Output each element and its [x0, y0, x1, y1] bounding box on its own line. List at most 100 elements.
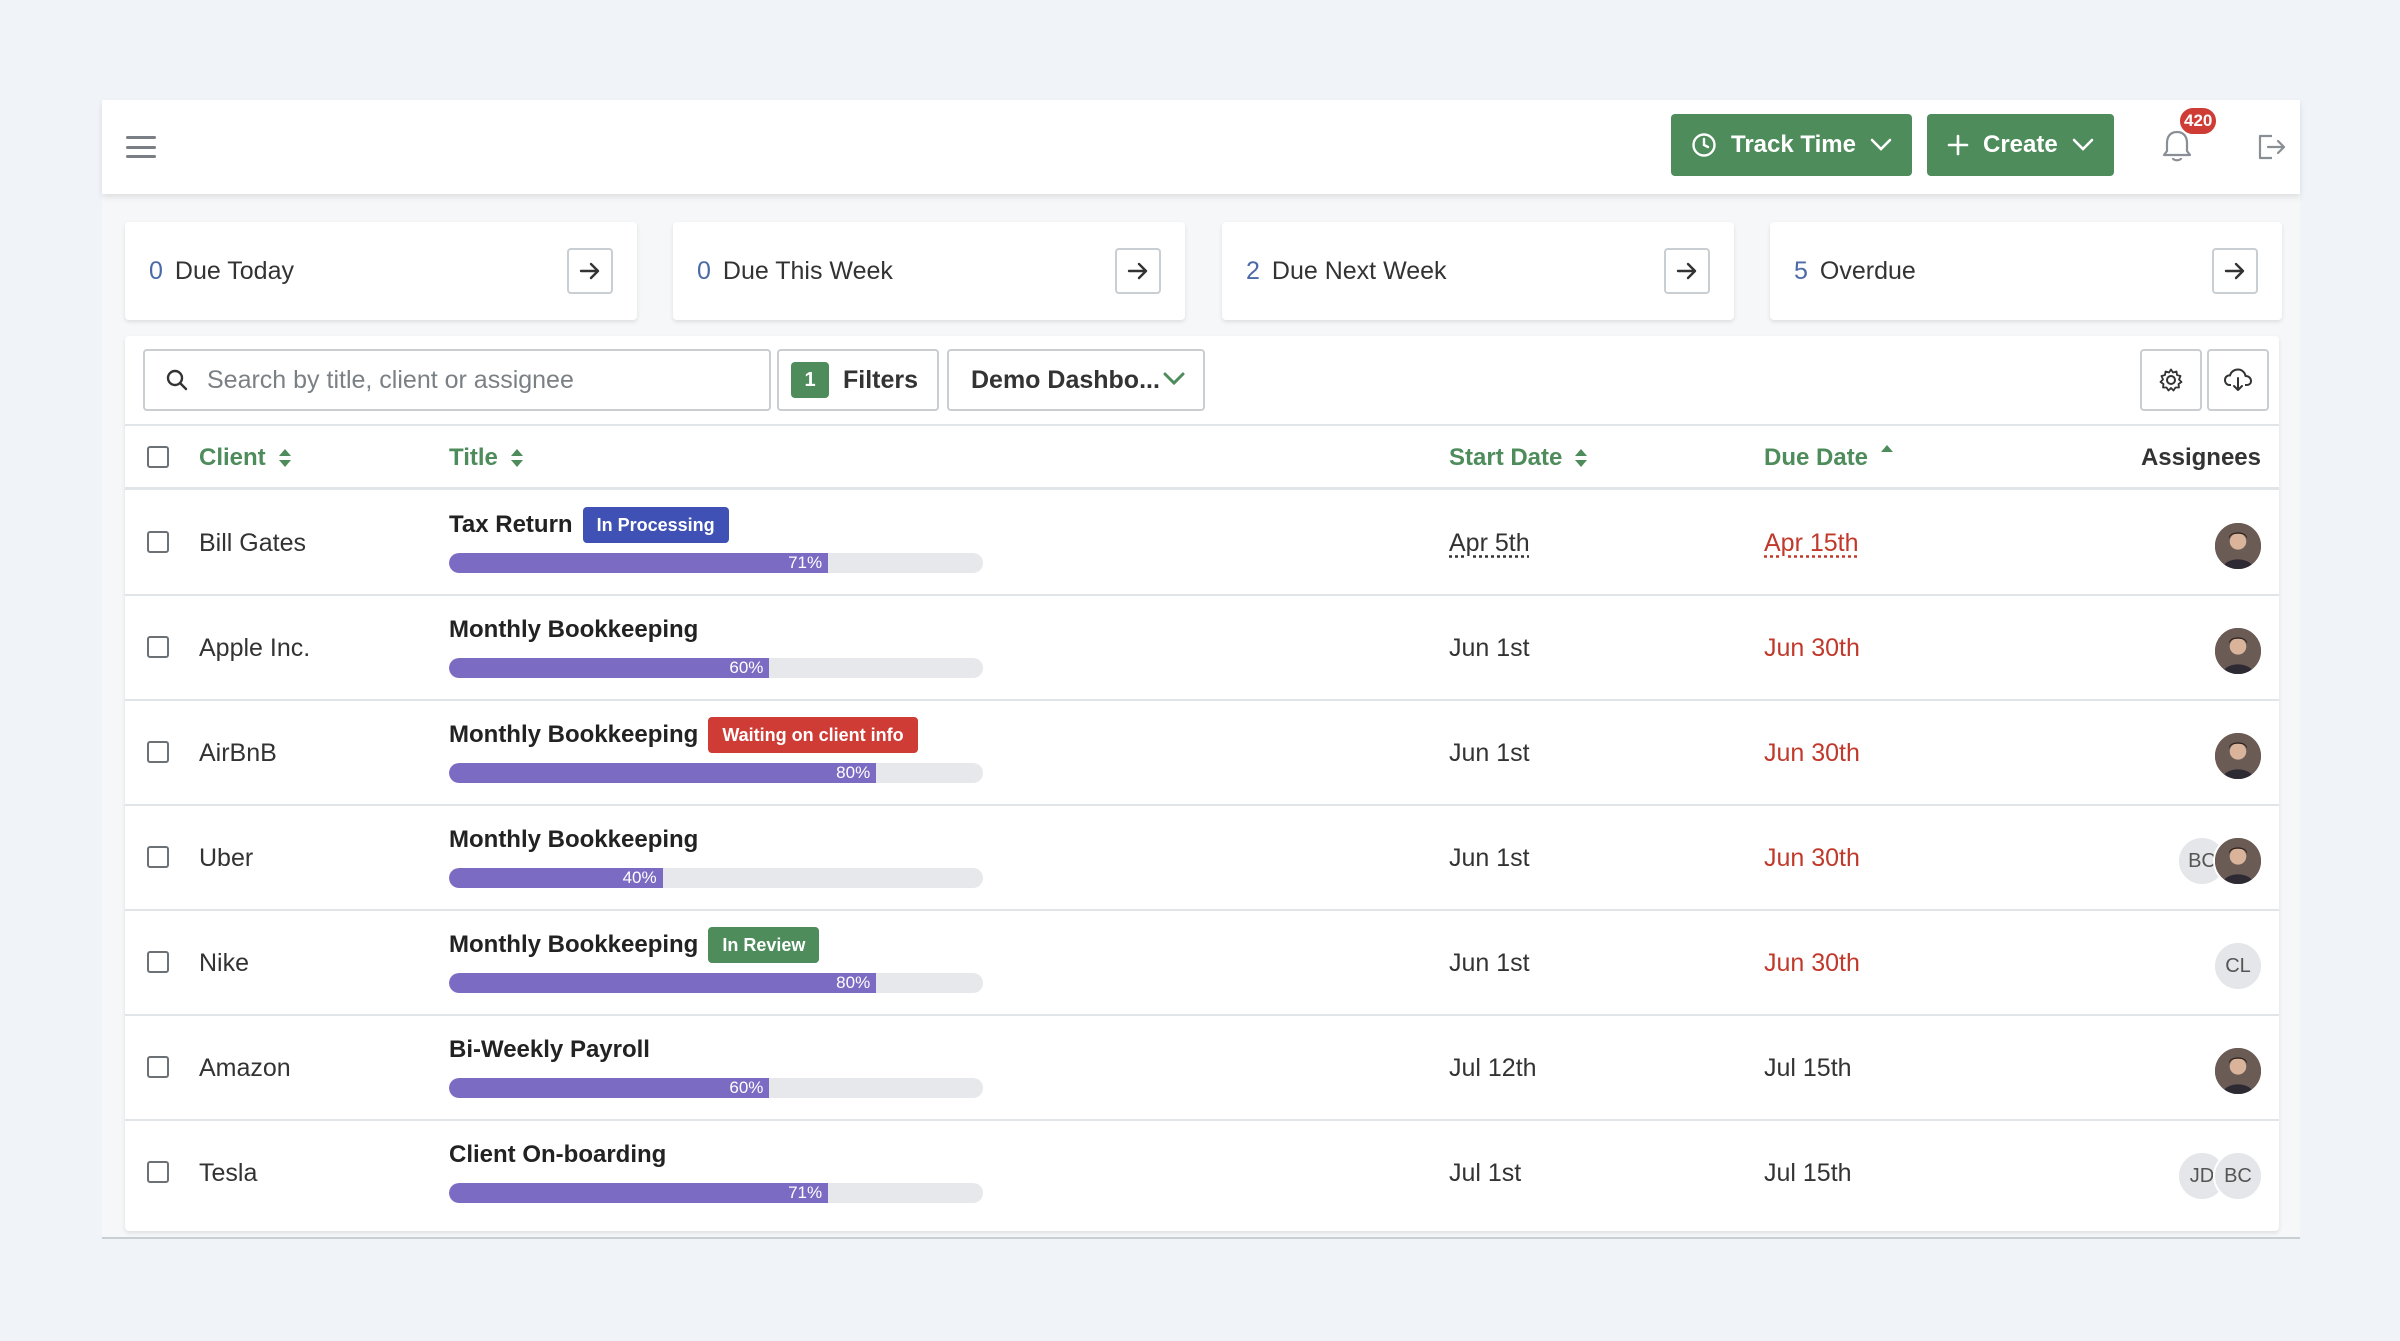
arrow-right-button[interactable] — [567, 248, 613, 294]
client-name[interactable]: AirBnB — [199, 739, 277, 767]
arrow-right-icon — [1127, 262, 1148, 280]
task-title-cell[interactable]: Monthly Bookkeeping In Review — [449, 927, 820, 963]
card-count: 2 — [1246, 256, 1260, 285]
task-title-cell[interactable]: Monthly Bookkeeping — [449, 822, 698, 858]
summary-card-due-this-week: 0 Due This Week — [673, 222, 1185, 320]
track-time-button[interactable]: Track Time — [1671, 114, 1912, 176]
avatar-initials[interactable]: BC — [2213, 1151, 2263, 1201]
task-title-cell[interactable]: Client On-boarding — [449, 1137, 666, 1173]
table-row[interactable]: Nike Monthly Bookkeeping In Review 80% Jun 1… — [125, 911, 2279, 1016]
assignees-group — [2213, 521, 2263, 571]
column-header-start-date[interactable]: Start Date — [1449, 426, 1588, 490]
person-photo-icon — [2215, 523, 2261, 569]
card-label: Due Today — [174, 256, 294, 285]
client-name[interactable]: Amazon — [199, 1054, 291, 1082]
avatar-photo[interactable] — [2213, 1046, 2263, 1096]
settings-button[interactable] — [2140, 349, 2202, 411]
row-checkbox[interactable] — [147, 741, 169, 763]
column-header-assignees: Assignees — [2141, 426, 2261, 490]
search-input[interactable] — [207, 365, 767, 395]
filters-button[interactable]: 1 Filters — [777, 349, 939, 411]
row-checkbox[interactable] — [147, 846, 169, 868]
app-window: Track Time Create 420 0 Due Today — [102, 100, 2300, 1239]
column-label: Assignees — [2140, 444, 2261, 471]
row-checkbox[interactable] — [147, 1161, 169, 1183]
due-date: Jun 30th — [1764, 844, 1860, 872]
client-name[interactable]: Tesla — [199, 1159, 258, 1187]
summary-card-overdue: 5 Overdue — [1770, 222, 2282, 320]
task-title[interactable]: Monthly Bookkeeping — [449, 616, 699, 643]
task-title-cell[interactable]: Tax Return In Processing — [449, 507, 729, 543]
task-title-cell[interactable]: Monthly Bookkeeping Waiting on client inf… — [449, 717, 918, 753]
task-title[interactable]: Bi-Weekly Payroll — [449, 1036, 650, 1063]
row-checkbox[interactable] — [147, 951, 169, 973]
notification-count-badge: 420 — [2178, 106, 2219, 136]
column-header-client[interactable]: Client — [199, 426, 292, 490]
assignees-group: JD BC — [2177, 1151, 2263, 1201]
row-checkbox[interactable] — [147, 636, 169, 658]
table-row[interactable]: Apple Inc. Monthly Bookkeeping 60% Jun 1st J… — [125, 596, 2279, 701]
table-row[interactable]: Amazon Bi-Weekly Payroll 60% Jul 12th Jul 15… — [125, 1016, 2279, 1121]
client-name[interactable]: Nike — [199, 949, 250, 977]
plus-icon — [1947, 134, 1969, 156]
column-header-title[interactable]: Title — [449, 426, 524, 490]
client-name[interactable]: Uber — [199, 844, 254, 872]
notification-bell-icon[interactable] — [2157, 126, 2197, 166]
assignees-group — [2213, 731, 2263, 781]
client-name[interactable]: Bill Gates — [199, 529, 306, 557]
task-title[interactable]: Monthly Bookkeeping — [449, 721, 699, 748]
progress-bar: 60% — [449, 1078, 983, 1098]
row-checkbox[interactable] — [147, 1056, 169, 1078]
avatar-photo[interactable] — [2213, 836, 2263, 886]
table-row[interactable]: AirBnB Monthly Bookkeeping Waiting on clie… — [125, 701, 2279, 806]
client-name[interactable]: Apple Inc. — [199, 634, 311, 662]
sort-icon — [278, 449, 291, 467]
logout-icon[interactable] — [2254, 130, 2288, 164]
card-count: 0 — [149, 256, 163, 285]
table-row[interactable]: Tesla Client On-boarding 71% Jul 1st Jul 15t… — [125, 1121, 2279, 1226]
table-row[interactable]: Uber Monthly Bookkeeping 40% Jun 1st Jun 30t… — [125, 806, 2279, 911]
hamburger-menu-icon[interactable] — [122, 132, 160, 162]
person-photo-icon — [2215, 733, 2261, 779]
create-button[interactable]: Create — [1927, 114, 2114, 176]
column-label: Due Date — [1764, 444, 1869, 471]
arrow-right-icon — [579, 262, 600, 280]
create-label: Create — [1983, 131, 2058, 158]
task-title[interactable]: Tax Return — [449, 511, 573, 538]
column-label: Start Date — [1449, 444, 1563, 471]
summary-card-due-today: 0 Due Today — [125, 222, 637, 320]
avatar-photo[interactable] — [2213, 731, 2263, 781]
due-date: Jul 15th — [1764, 1159, 1852, 1187]
avatar-photo[interactable] — [2213, 626, 2263, 676]
column-header-due-date[interactable]: Due Date — [1764, 426, 1894, 490]
select-all-checkbox[interactable] — [147, 446, 169, 468]
status-badge: In Processing — [582, 507, 729, 543]
arrow-right-button[interactable] — [1664, 248, 1710, 294]
task-title[interactable]: Client On-boarding — [449, 1141, 667, 1168]
start-date: Jun 1st — [1449, 844, 1530, 872]
task-title-cell[interactable]: Monthly Bookkeeping — [449, 612, 698, 648]
task-title-cell[interactable]: Bi-Weekly Payroll — [449, 1032, 650, 1068]
start-date: Jul 12th — [1449, 1054, 1537, 1082]
status-badge: In Review — [708, 927, 820, 963]
task-title[interactable]: Monthly Bookkeeping — [449, 826, 699, 853]
table-row[interactable]: Bill Gates Tax Return In Processing 71% Apr … — [125, 491, 2279, 596]
arrow-right-button[interactable] — [1115, 248, 1161, 294]
cloud-download-icon — [2224, 368, 2252, 391]
progress-fill: 60% — [449, 1078, 770, 1098]
due-date: Jun 30th — [1764, 739, 1860, 767]
person-photo-icon — [2215, 1048, 2261, 1094]
progress-bar: 71% — [449, 1183, 983, 1203]
task-title[interactable]: Monthly Bookkeeping — [449, 931, 699, 958]
avatar-initials[interactable]: CL — [2213, 941, 2263, 991]
search-box — [143, 349, 771, 411]
progress-fill: 71% — [449, 1183, 829, 1203]
row-checkbox[interactable] — [147, 531, 169, 553]
progress-fill: 40% — [449, 868, 663, 888]
progress-bar: 40% — [449, 868, 983, 888]
download-button[interactable] — [2207, 349, 2269, 411]
column-label: Client — [199, 444, 266, 471]
arrow-right-button[interactable] — [2212, 248, 2258, 294]
avatar-photo[interactable] — [2213, 521, 2263, 571]
dashboard-select[interactable]: Demo Dashbo... — [947, 349, 1205, 411]
